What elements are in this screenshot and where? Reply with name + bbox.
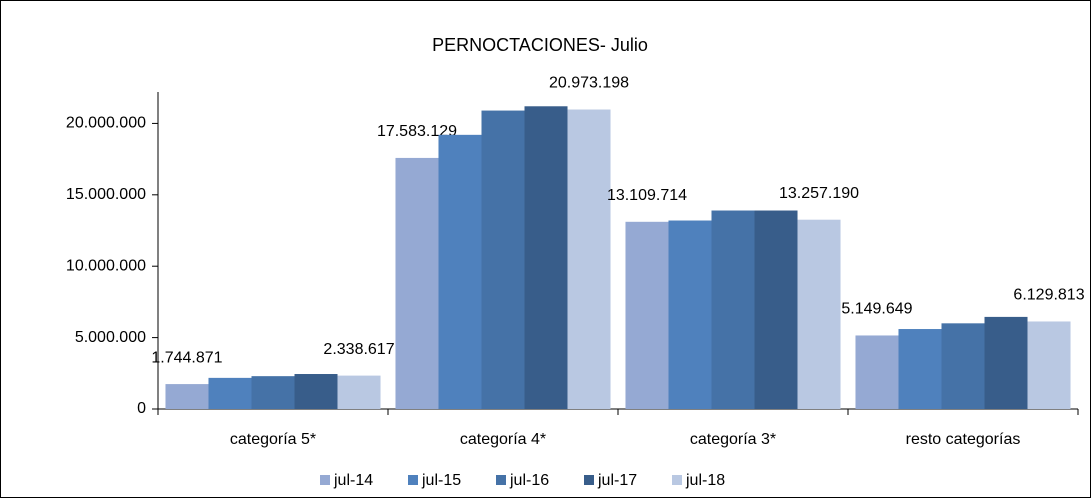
x-tick-label: categoría 5* xyxy=(230,431,316,448)
bar xyxy=(438,134,482,410)
x-tick-label: categoría 4* xyxy=(460,431,546,448)
legend-label: jul-15 xyxy=(421,472,461,489)
bar xyxy=(481,110,525,410)
bar xyxy=(898,329,942,409)
legend-label: jul-17 xyxy=(597,472,637,489)
data-label: 2.338.617 xyxy=(323,341,394,358)
data-label: 1.744.871 xyxy=(151,349,222,366)
data-label: 13.257.190 xyxy=(779,185,859,202)
bar xyxy=(337,375,381,409)
bar xyxy=(1027,321,1071,409)
legend-swatch xyxy=(584,475,594,485)
chart-title: PERNOCTACIONES- Julio xyxy=(432,35,648,55)
data-label: 6.129.813 xyxy=(1013,287,1084,304)
x-tick-label: categoría 3* xyxy=(690,431,776,448)
data-label: 17.583.129 xyxy=(377,123,457,140)
y-tick-label: 10.000.000 xyxy=(66,257,146,274)
y-tick-label: 0 xyxy=(137,400,146,417)
bar xyxy=(395,157,439,409)
bar xyxy=(941,323,985,409)
bar xyxy=(165,384,209,409)
y-tick-label: 15.000.000 xyxy=(66,186,146,203)
legend-swatch xyxy=(672,475,682,485)
y-tick-label: 5.000.000 xyxy=(75,329,146,346)
legend-label: jul-18 xyxy=(685,472,725,489)
bar xyxy=(208,377,252,409)
y-tick-label: 20.000.000 xyxy=(66,115,146,132)
legend-swatch xyxy=(320,475,330,485)
data-label: 5.149.649 xyxy=(841,301,912,318)
data-label: 20.973.198 xyxy=(549,75,629,92)
bar xyxy=(754,210,798,409)
bar xyxy=(855,335,899,409)
bar xyxy=(625,221,669,409)
data-label: 13.109.714 xyxy=(607,187,687,204)
bar xyxy=(251,376,295,409)
bar xyxy=(711,210,755,409)
bar xyxy=(984,316,1028,409)
bar xyxy=(567,109,611,409)
bar xyxy=(294,374,338,409)
bar xyxy=(797,219,841,409)
legend-label: jul-16 xyxy=(509,472,549,489)
bar xyxy=(524,106,568,409)
legend-swatch xyxy=(496,475,506,485)
x-tick-label: resto categorías xyxy=(906,431,1021,448)
legend-swatch xyxy=(408,475,418,485)
bar xyxy=(668,220,712,409)
legend-label: jul-14 xyxy=(333,472,373,489)
